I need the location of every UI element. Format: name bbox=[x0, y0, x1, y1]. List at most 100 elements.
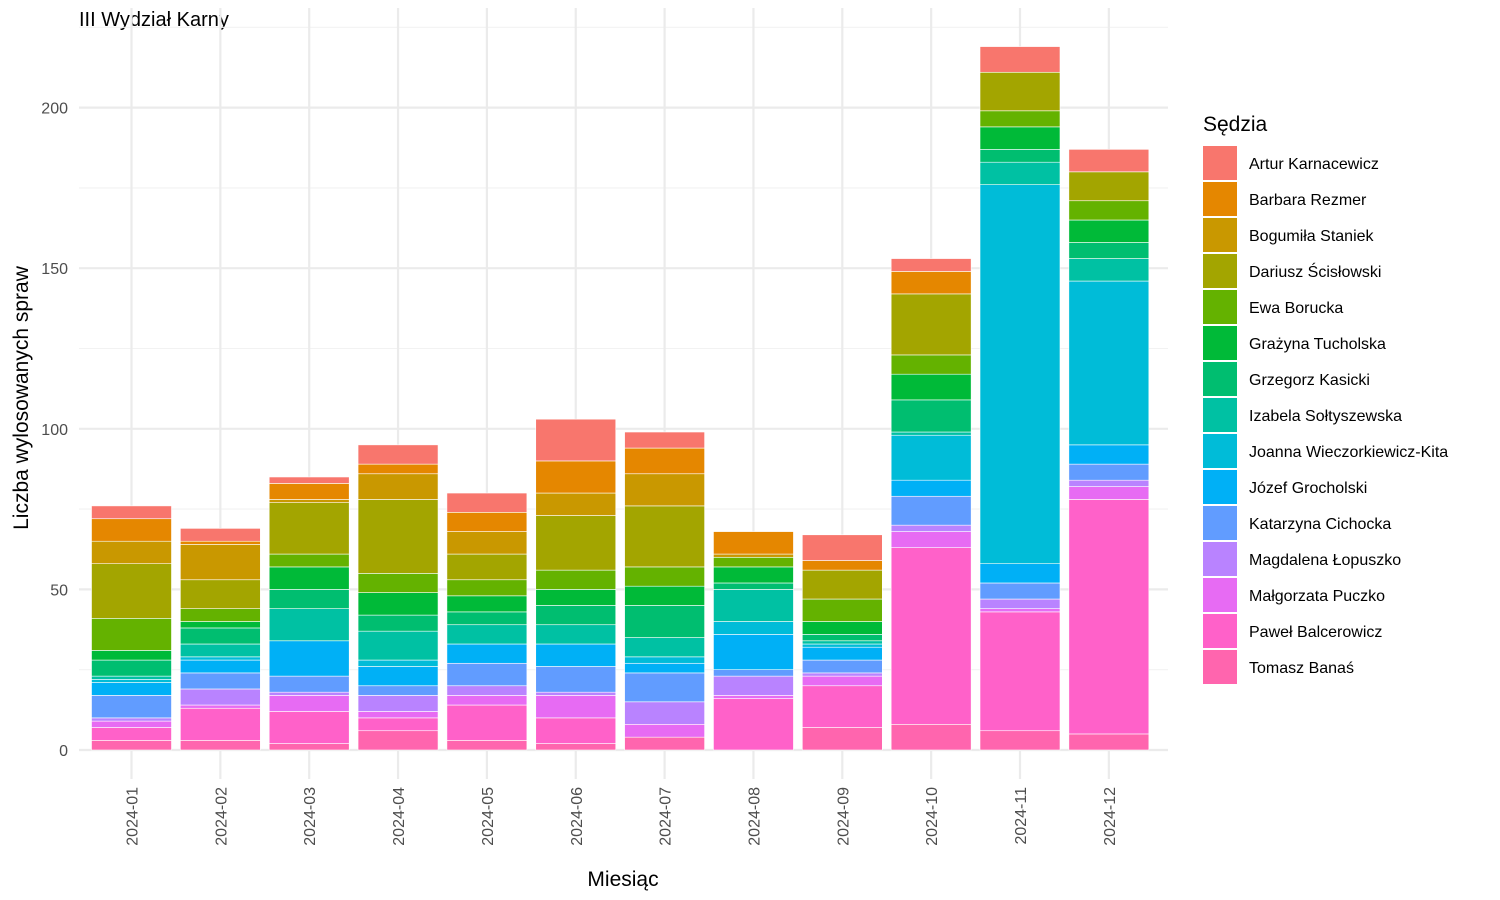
legend-swatch bbox=[1203, 290, 1237, 324]
bar-segment bbox=[535, 569, 617, 590]
bar-segment bbox=[91, 618, 172, 651]
bar-segment bbox=[268, 589, 350, 609]
bar-segment bbox=[268, 476, 350, 484]
bar-segment bbox=[357, 463, 439, 475]
bar-segment bbox=[1068, 479, 1150, 487]
bar-segment bbox=[357, 614, 439, 632]
bar-segment bbox=[268, 695, 350, 712]
bar-segment bbox=[91, 740, 172, 751]
legend-swatch bbox=[1203, 578, 1237, 612]
legend: Sędzia Artur Karnacewicz Barbara Rezmer Bo… bbox=[1203, 113, 1448, 684]
legend-swatch bbox=[1203, 362, 1237, 396]
bar-segment bbox=[180, 659, 261, 674]
bar-segment bbox=[713, 582, 794, 590]
legend-label: Bogumiła Staniek bbox=[1249, 228, 1375, 245]
bar-segment bbox=[91, 717, 172, 722]
bar-segment bbox=[180, 688, 261, 706]
bar-segment bbox=[268, 502, 350, 555]
bar-segment bbox=[801, 598, 883, 622]
bar-segment bbox=[713, 669, 794, 677]
legend-swatch bbox=[1203, 326, 1237, 360]
bar-segment bbox=[535, 666, 617, 693]
bar-segment bbox=[446, 611, 528, 626]
bar-segment bbox=[801, 672, 883, 677]
bar-segment bbox=[624, 585, 705, 606]
legend-label: Dariusz Ścisłowski bbox=[1249, 262, 1381, 281]
bar-segment bbox=[624, 701, 705, 725]
bar-segment bbox=[180, 621, 261, 629]
legend-label: Artur Karnacewicz bbox=[1249, 156, 1379, 173]
bar-segment bbox=[1068, 219, 1150, 243]
x-axis: 2024-01 2024-02 2024-03 2024-04 2024-05 2024-… bbox=[125, 787, 1119, 846]
bar-segment bbox=[535, 460, 617, 494]
bar-segment bbox=[535, 643, 617, 667]
bar-segment bbox=[890, 293, 972, 356]
bar-segment bbox=[535, 515, 617, 571]
bar-segment bbox=[890, 258, 972, 272]
bar-segment bbox=[268, 483, 350, 500]
bar-segment bbox=[268, 553, 350, 568]
bar-segment bbox=[535, 691, 617, 696]
bar-segment bbox=[535, 418, 617, 462]
legend-label: Izabela Sołtyszewska bbox=[1249, 408, 1402, 425]
bar-segment bbox=[713, 556, 794, 568]
bar-segment bbox=[890, 524, 972, 532]
bar-segment bbox=[535, 743, 617, 751]
legend-label: Barbara Rezmer bbox=[1249, 192, 1367, 209]
legend-label: Katarzyna Cichocka bbox=[1249, 516, 1391, 533]
legend-swatch bbox=[1203, 182, 1237, 216]
bar-segment bbox=[890, 373, 972, 401]
bar-segment bbox=[890, 434, 972, 481]
bar-segment bbox=[268, 640, 350, 677]
bar-segment bbox=[624, 736, 705, 751]
y-tick-label: 0 bbox=[59, 743, 68, 760]
bar-segment bbox=[890, 271, 972, 295]
bar-segment bbox=[979, 46, 1061, 73]
bar-segment bbox=[91, 727, 172, 741]
bar-segment bbox=[979, 184, 1061, 565]
bar-segment bbox=[446, 531, 528, 555]
bar-segment bbox=[1068, 463, 1150, 481]
bar-segment bbox=[357, 711, 439, 719]
bar-segment bbox=[357, 717, 439, 732]
y-tick-label: 50 bbox=[50, 582, 68, 599]
bar-segment bbox=[979, 126, 1061, 150]
bar-segment bbox=[535, 492, 617, 516]
y-axis-title: Liczba wylosowanych spraw bbox=[10, 265, 33, 530]
legend-swatch bbox=[1203, 614, 1237, 648]
bar-segment bbox=[1068, 200, 1150, 221]
bar-segment bbox=[446, 553, 528, 581]
y-axis: 0 50 100 150 200 bbox=[41, 101, 68, 760]
legend-label: Józef Grocholski bbox=[1249, 480, 1367, 497]
bar-segment bbox=[801, 643, 883, 648]
bar-segment bbox=[535, 695, 617, 719]
bar-segment bbox=[535, 624, 617, 645]
legend-label: Magdalena Łopuszko bbox=[1249, 552, 1401, 569]
bar-segment bbox=[180, 707, 261, 741]
bar-segment bbox=[91, 682, 172, 696]
bar-segment bbox=[979, 730, 1061, 751]
legend-swatch bbox=[1203, 434, 1237, 468]
bar-segment bbox=[890, 724, 972, 751]
bar-segment bbox=[1068, 444, 1150, 465]
bar-segment bbox=[91, 540, 172, 565]
bar-segment bbox=[357, 499, 439, 574]
legend-swatch bbox=[1203, 650, 1237, 684]
legend-label: Małgorzata Puczko bbox=[1249, 588, 1385, 605]
bar-segment bbox=[446, 643, 528, 664]
bar-segment bbox=[180, 656, 261, 661]
bar-segment bbox=[357, 695, 439, 712]
bar-segment bbox=[180, 528, 261, 542]
bar-segment bbox=[268, 499, 350, 503]
x-tick-label: 2024-07 bbox=[658, 787, 675, 846]
bar-segment bbox=[979, 110, 1061, 128]
bar-segment bbox=[180, 704, 261, 709]
x-tick-label: 2024-08 bbox=[746, 787, 763, 846]
y-tick-label: 200 bbox=[41, 101, 68, 118]
bar-segment bbox=[801, 560, 883, 571]
bar-segment bbox=[979, 563, 1061, 584]
legend-label: Tomasz Banaś bbox=[1249, 660, 1354, 677]
bar-segment bbox=[91, 659, 172, 677]
bar-segment bbox=[268, 675, 350, 693]
bar-segment bbox=[446, 579, 528, 597]
